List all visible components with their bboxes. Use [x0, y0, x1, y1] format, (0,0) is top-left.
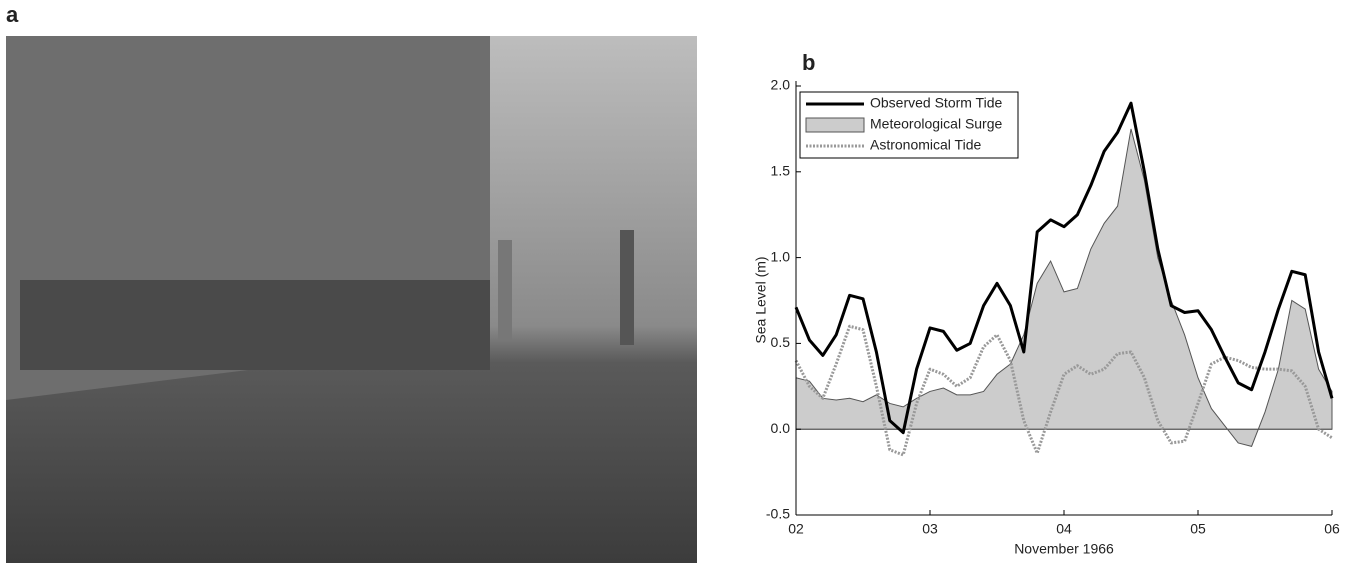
legend-label: Observed Storm Tide	[870, 95, 1002, 111]
figure: a b November 1966 Sea Level (m) -0.5 0.0 0…	[0, 0, 1351, 563]
panel-label: b	[802, 50, 815, 75]
legend-label: Meteorological Surge	[870, 116, 1003, 132]
x-tick-label: 02	[788, 521, 804, 537]
surge-area	[796, 129, 1332, 446]
y-tick-label: 2.0	[771, 77, 791, 93]
legend-label: Astronomical Tide	[870, 137, 981, 153]
photo	[6, 36, 697, 563]
y-tick-label: -0.5	[766, 506, 790, 522]
x-tick-label: 03	[922, 521, 938, 537]
legend-swatch	[806, 118, 864, 132]
y-axis-label: Sea Level (m)	[753, 256, 769, 343]
y-tick-label: 0.5	[771, 334, 791, 350]
y-tick-label: 0.0	[771, 420, 791, 436]
x-axis-label: November 1966	[1014, 541, 1114, 557]
x-tick-label: 06	[1324, 521, 1340, 537]
y-tick-label: 1.5	[771, 163, 791, 179]
panel-label: a	[6, 2, 19, 27]
x-tick-label: 04	[1056, 521, 1072, 537]
x-tick-label: 05	[1190, 521, 1206, 537]
y-tick-label: 1.0	[771, 248, 791, 264]
